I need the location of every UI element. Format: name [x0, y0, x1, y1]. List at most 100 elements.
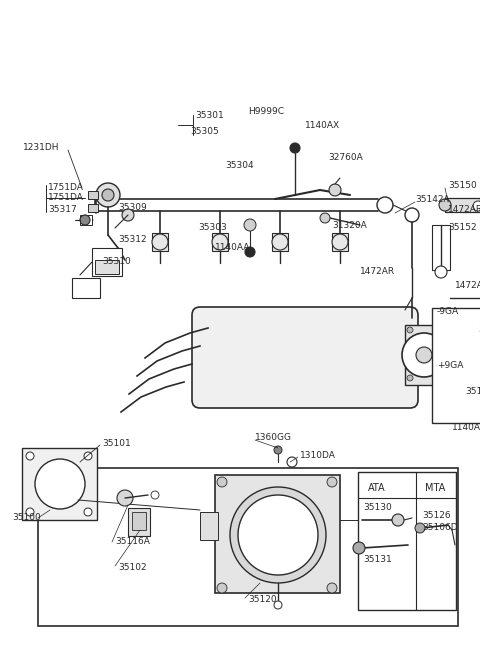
Circle shape	[435, 375, 441, 381]
FancyBboxPatch shape	[192, 307, 418, 408]
Circle shape	[272, 234, 288, 250]
Circle shape	[122, 209, 134, 221]
Text: 35150: 35150	[448, 181, 477, 189]
Text: 35304: 35304	[225, 160, 253, 170]
Circle shape	[238, 495, 318, 575]
Text: 35131: 35131	[363, 555, 392, 565]
Text: 1472AR: 1472AR	[360, 267, 395, 276]
Text: 1231DH: 1231DH	[23, 143, 60, 153]
Circle shape	[117, 490, 133, 506]
Bar	[88, 191, 98, 199]
Text: 35301: 35301	[195, 111, 224, 119]
Circle shape	[332, 234, 348, 250]
Text: 1310DA: 1310DA	[300, 451, 336, 460]
Text: 1140AB: 1140AB	[452, 424, 480, 432]
Text: 35303: 35303	[198, 223, 227, 233]
Circle shape	[329, 184, 341, 196]
Text: 32760A: 32760A	[328, 153, 363, 162]
Circle shape	[245, 247, 255, 257]
Bar	[432, 225, 450, 270]
Text: +9GA: +9GA	[437, 360, 463, 369]
Text: 35309: 35309	[118, 204, 147, 212]
Circle shape	[274, 601, 282, 609]
Text: 35312: 35312	[118, 236, 146, 244]
Circle shape	[80, 215, 90, 225]
Bar	[92, 248, 122, 276]
Circle shape	[435, 266, 447, 278]
Bar	[215, 475, 340, 593]
Text: 1140AX: 1140AX	[305, 121, 340, 130]
Bar	[432, 308, 480, 423]
Text: 35120: 35120	[248, 595, 276, 605]
Bar	[332, 233, 348, 251]
Text: 35103A: 35103A	[478, 326, 480, 335]
Circle shape	[96, 183, 120, 207]
Text: -9GA: -9GA	[437, 307, 459, 316]
Bar	[80, 215, 92, 225]
Bar	[358, 472, 456, 610]
Circle shape	[353, 542, 365, 554]
Text: 1751DA: 1751DA	[48, 183, 84, 193]
Text: 1472AR: 1472AR	[448, 206, 480, 214]
Circle shape	[327, 583, 337, 593]
Text: H9999C: H9999C	[248, 107, 284, 117]
Text: 1751DA: 1751DA	[48, 193, 84, 202]
Circle shape	[244, 219, 256, 231]
Circle shape	[287, 457, 297, 467]
Circle shape	[392, 514, 404, 526]
Bar	[128, 508, 150, 536]
Text: 35305: 35305	[190, 128, 219, 136]
Text: 35103A: 35103A	[465, 388, 480, 396]
Circle shape	[102, 189, 114, 201]
Text: MTA: MTA	[425, 483, 445, 493]
Text: 1360GG: 1360GG	[255, 434, 292, 443]
Circle shape	[274, 446, 282, 454]
Circle shape	[439, 199, 451, 211]
Text: 35152: 35152	[448, 223, 477, 233]
Text: 35317: 35317	[48, 206, 77, 214]
Circle shape	[377, 197, 393, 213]
Text: 35102: 35102	[118, 563, 146, 572]
Bar	[38, 468, 458, 626]
Bar	[132, 512, 146, 530]
Bar	[200, 512, 218, 540]
Circle shape	[26, 508, 34, 516]
Circle shape	[473, 201, 480, 211]
Circle shape	[407, 327, 413, 333]
Text: 35100: 35100	[12, 514, 41, 523]
Text: 1472AR: 1472AR	[455, 280, 480, 290]
Circle shape	[407, 375, 413, 381]
Bar	[95, 260, 119, 274]
Circle shape	[290, 143, 300, 153]
Bar	[152, 233, 168, 251]
Text: 35101: 35101	[102, 438, 131, 447]
Circle shape	[416, 347, 432, 363]
Circle shape	[212, 234, 228, 250]
Bar	[272, 233, 288, 251]
Circle shape	[320, 213, 330, 223]
Circle shape	[415, 523, 425, 533]
Circle shape	[151, 491, 159, 499]
Circle shape	[26, 452, 34, 460]
Circle shape	[84, 508, 92, 516]
Text: 1140AA: 1140AA	[215, 244, 251, 252]
Text: ATA: ATA	[368, 483, 385, 493]
Circle shape	[230, 487, 326, 583]
Text: 35126: 35126	[422, 510, 451, 519]
Bar	[212, 233, 228, 251]
Text: 31320A: 31320A	[332, 221, 367, 229]
Circle shape	[35, 459, 85, 509]
Circle shape	[435, 327, 441, 333]
Bar	[72, 278, 100, 298]
Text: 35310: 35310	[102, 257, 131, 267]
Bar	[88, 204, 98, 212]
Circle shape	[217, 477, 227, 487]
Circle shape	[84, 452, 92, 460]
Text: 35106D: 35106D	[422, 523, 457, 531]
Bar	[445, 198, 480, 212]
Text: 35142A: 35142A	[415, 195, 450, 204]
Circle shape	[152, 234, 168, 250]
Text: 35116A: 35116A	[115, 538, 150, 546]
Circle shape	[327, 477, 337, 487]
Text: 35130: 35130	[363, 504, 392, 512]
